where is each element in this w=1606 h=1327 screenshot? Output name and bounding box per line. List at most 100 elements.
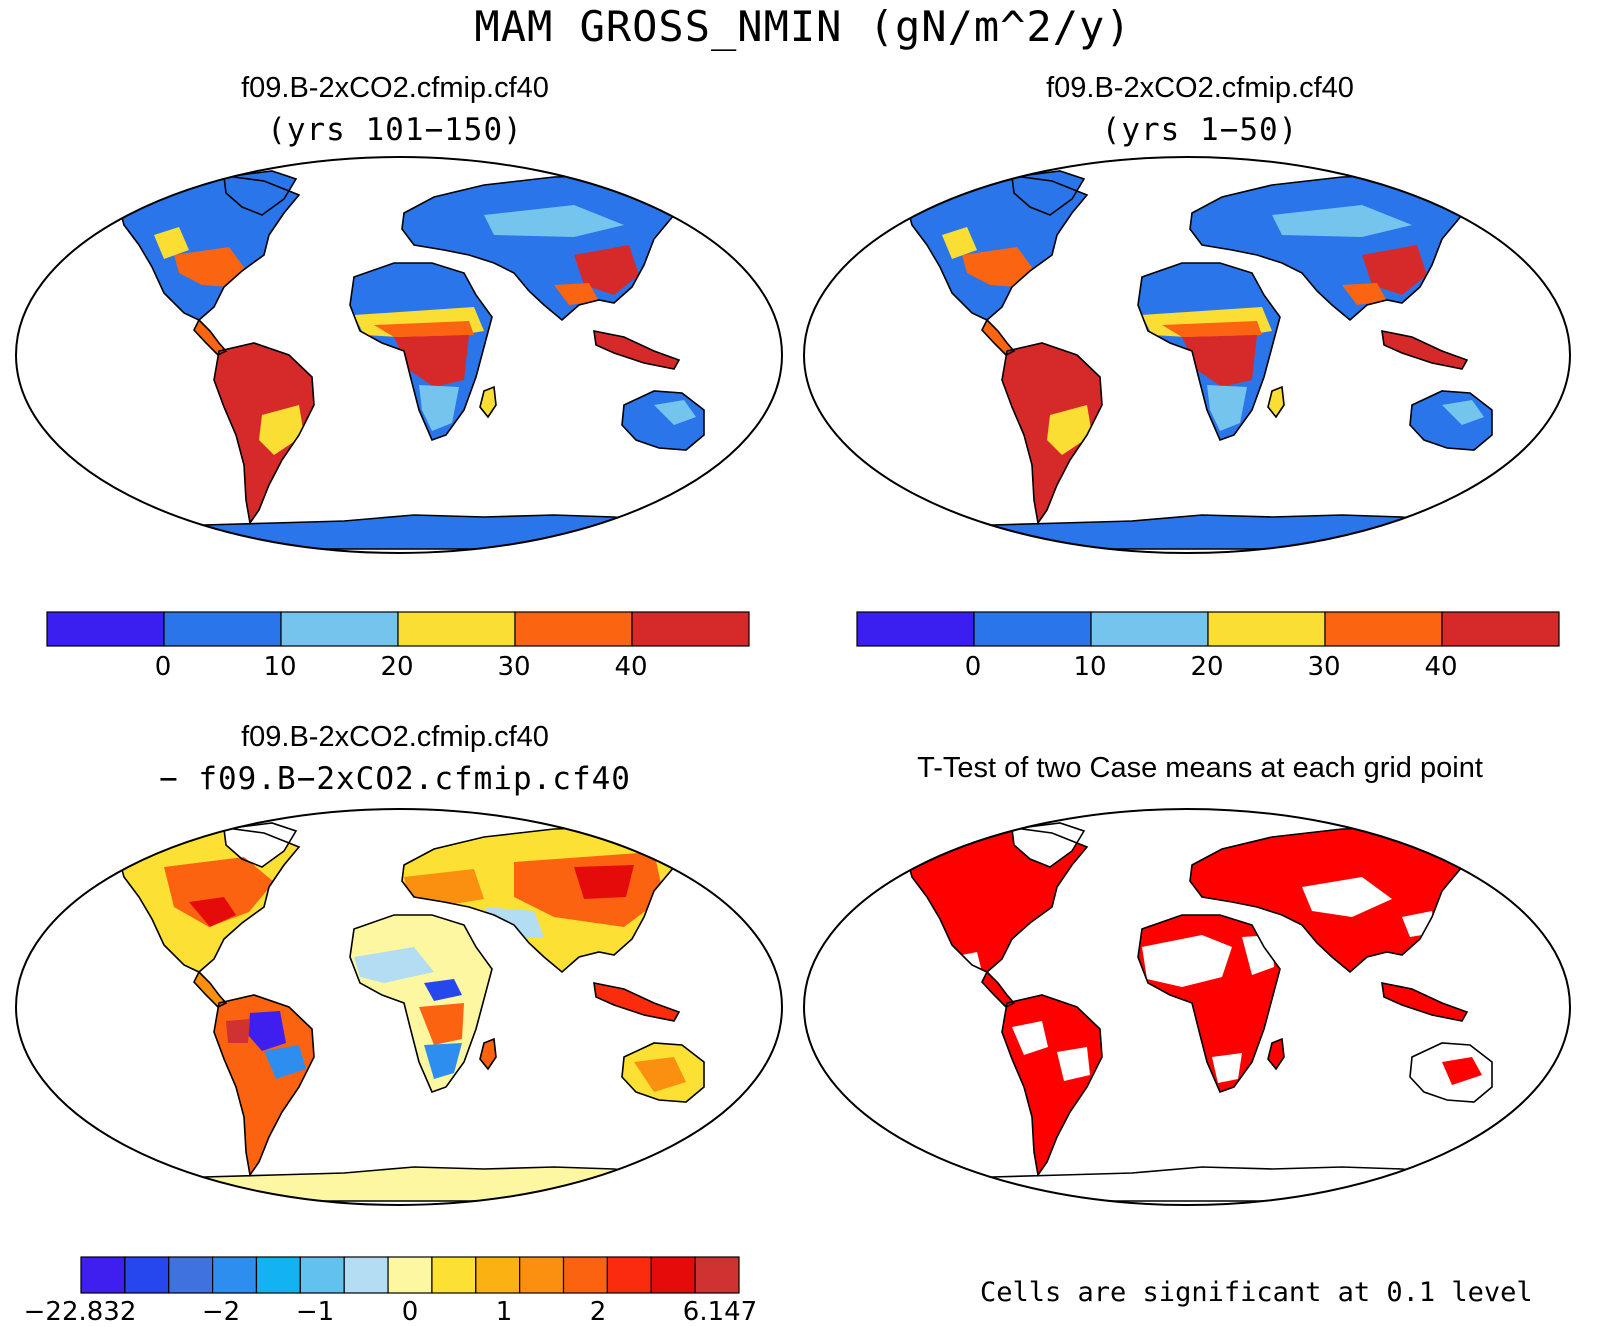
landmass-centralAm — [194, 320, 226, 355]
value-patch — [259, 405, 304, 455]
colorbar-swatch — [856, 611, 975, 647]
value-patch — [154, 227, 189, 259]
value-patch — [1442, 400, 1484, 425]
colorbar-swatch — [299, 1256, 345, 1294]
coastline-southAmerica — [213, 994, 315, 1178]
value-patch — [1272, 205, 1412, 237]
coastline-centralAm — [981, 318, 1016, 356]
main-title: MAM GROSS_NMIN (gN/m^2/y) — [474, 2, 1132, 51]
value-patch — [634, 1057, 686, 1092]
value-patch — [164, 857, 274, 927]
colorbar-ticks-top-right: 0 10 20 30 40 — [856, 652, 1560, 684]
landmass-centralAm — [194, 972, 226, 1007]
value-patch — [554, 283, 599, 305]
coastline-africa — [1137, 914, 1281, 1094]
coastline-greenland — [223, 170, 298, 216]
cbar-tick: 1 — [495, 1297, 513, 1327]
colorbar-swatch — [255, 1256, 301, 1294]
landmass-madagascar — [480, 387, 496, 417]
map-border — [803, 808, 1571, 1206]
value-patch — [424, 1043, 462, 1079]
value-patch — [424, 979, 462, 1001]
colorbar-swatch — [514, 611, 633, 647]
value-patch — [374, 321, 474, 337]
colorbar-top-right — [856, 611, 1560, 647]
colorbar-bottom-left — [80, 1256, 740, 1294]
coastline-madagascar — [479, 1037, 497, 1071]
cbar-tick: 30 — [1307, 652, 1341, 682]
colorbar-swatch — [1207, 611, 1326, 647]
value-patch — [1212, 1053, 1242, 1083]
coastline-centralAm — [981, 970, 1016, 1008]
coastline-greenland — [1011, 170, 1086, 216]
landmass-greenland — [1012, 171, 1084, 215]
coastline-greenland — [223, 822, 298, 868]
landmass-greenland — [224, 823, 296, 867]
map-bottom-left — [15, 808, 783, 1206]
coastline-indonesia — [1381, 981, 1469, 1022]
landmass-indonesia — [594, 331, 679, 369]
colorbar-swatch — [475, 1256, 521, 1294]
colorbar-swatch — [280, 611, 399, 647]
value-patch — [1057, 1047, 1090, 1081]
coastline-indonesia — [1381, 329, 1469, 370]
cbar-tick: 10 — [263, 652, 297, 682]
coastline-indonesia — [593, 981, 681, 1022]
value-patch — [244, 1082, 284, 1137]
panel-title-bottom-left: f09.B-2xCO2.cfmip.cf40 — [241, 721, 549, 753]
landmass-greenland — [1012, 823, 1084, 867]
value-patch — [264, 1045, 306, 1079]
map-border — [15, 156, 783, 554]
value-patch — [226, 1019, 250, 1043]
value-patch — [1047, 405, 1092, 455]
coastline-northAmerica — [905, 174, 1089, 321]
coastline-southAmerica — [1001, 342, 1103, 526]
colorbar-swatch — [212, 1256, 258, 1294]
colorbar-swatch — [650, 1256, 696, 1294]
coastline-australia — [621, 1042, 705, 1103]
value-patch — [1012, 1021, 1048, 1055]
coastline-southAmerica — [213, 342, 315, 526]
colorbar-swatch — [694, 1256, 740, 1294]
colorbar-ticks-bottom-left: −22.832 −2 −1 0 1 2 6.147 — [24, 1297, 758, 1327]
colorbar-swatch — [46, 611, 165, 647]
value-patch — [1442, 1057, 1482, 1085]
coastline-africa — [1137, 262, 1281, 442]
colorbar-swatch — [387, 1256, 433, 1294]
map-border — [803, 156, 1571, 554]
coastline-australia — [621, 390, 705, 451]
cbar-tick: 40 — [614, 652, 648, 682]
coastline-northAmerica — [117, 826, 301, 973]
coastline-madagascar — [479, 385, 497, 419]
value-patch — [1207, 385, 1247, 431]
value-patch — [354, 947, 434, 983]
value-patch — [419, 385, 459, 431]
value-patch — [574, 245, 639, 295]
cbar-tick: 20 — [380, 652, 414, 682]
panel-subtitle-top-right: (yrs 1−50) — [1101, 112, 1299, 148]
value-patch — [248, 1011, 286, 1051]
colorbar-swatch — [519, 1256, 565, 1294]
value-patch — [484, 205, 624, 237]
value-patch — [1302, 877, 1392, 917]
value-patch — [174, 247, 246, 287]
landmass-indonesia — [1382, 983, 1467, 1021]
cbar-tick: −2 — [201, 1297, 241, 1327]
cbar-tick: 10 — [1073, 652, 1107, 682]
landmass-madagascar — [480, 1039, 496, 1069]
colorbar-swatch — [606, 1256, 652, 1294]
cbar-tick: 0 — [401, 1297, 419, 1327]
map-bottom-right — [803, 808, 1571, 1206]
coastline-australia — [1409, 1042, 1493, 1103]
map-top-left — [15, 156, 783, 554]
coastline-australia — [1409, 390, 1493, 451]
cbar-tick: −1 — [295, 1297, 335, 1327]
map-top-right — [803, 156, 1571, 554]
colorbar-swatch — [1441, 611, 1560, 647]
coastline-madagascar — [1267, 1037, 1285, 1071]
panel-subtitle-bottom-left: − f09.B−2xCO2.cfmip.cf40 — [159, 761, 631, 797]
colorbar-swatch — [431, 1256, 477, 1294]
coastline-africa — [349, 262, 493, 442]
coastline-northAmerica — [905, 826, 1089, 973]
cbar-tick: 6.147 — [682, 1297, 758, 1327]
